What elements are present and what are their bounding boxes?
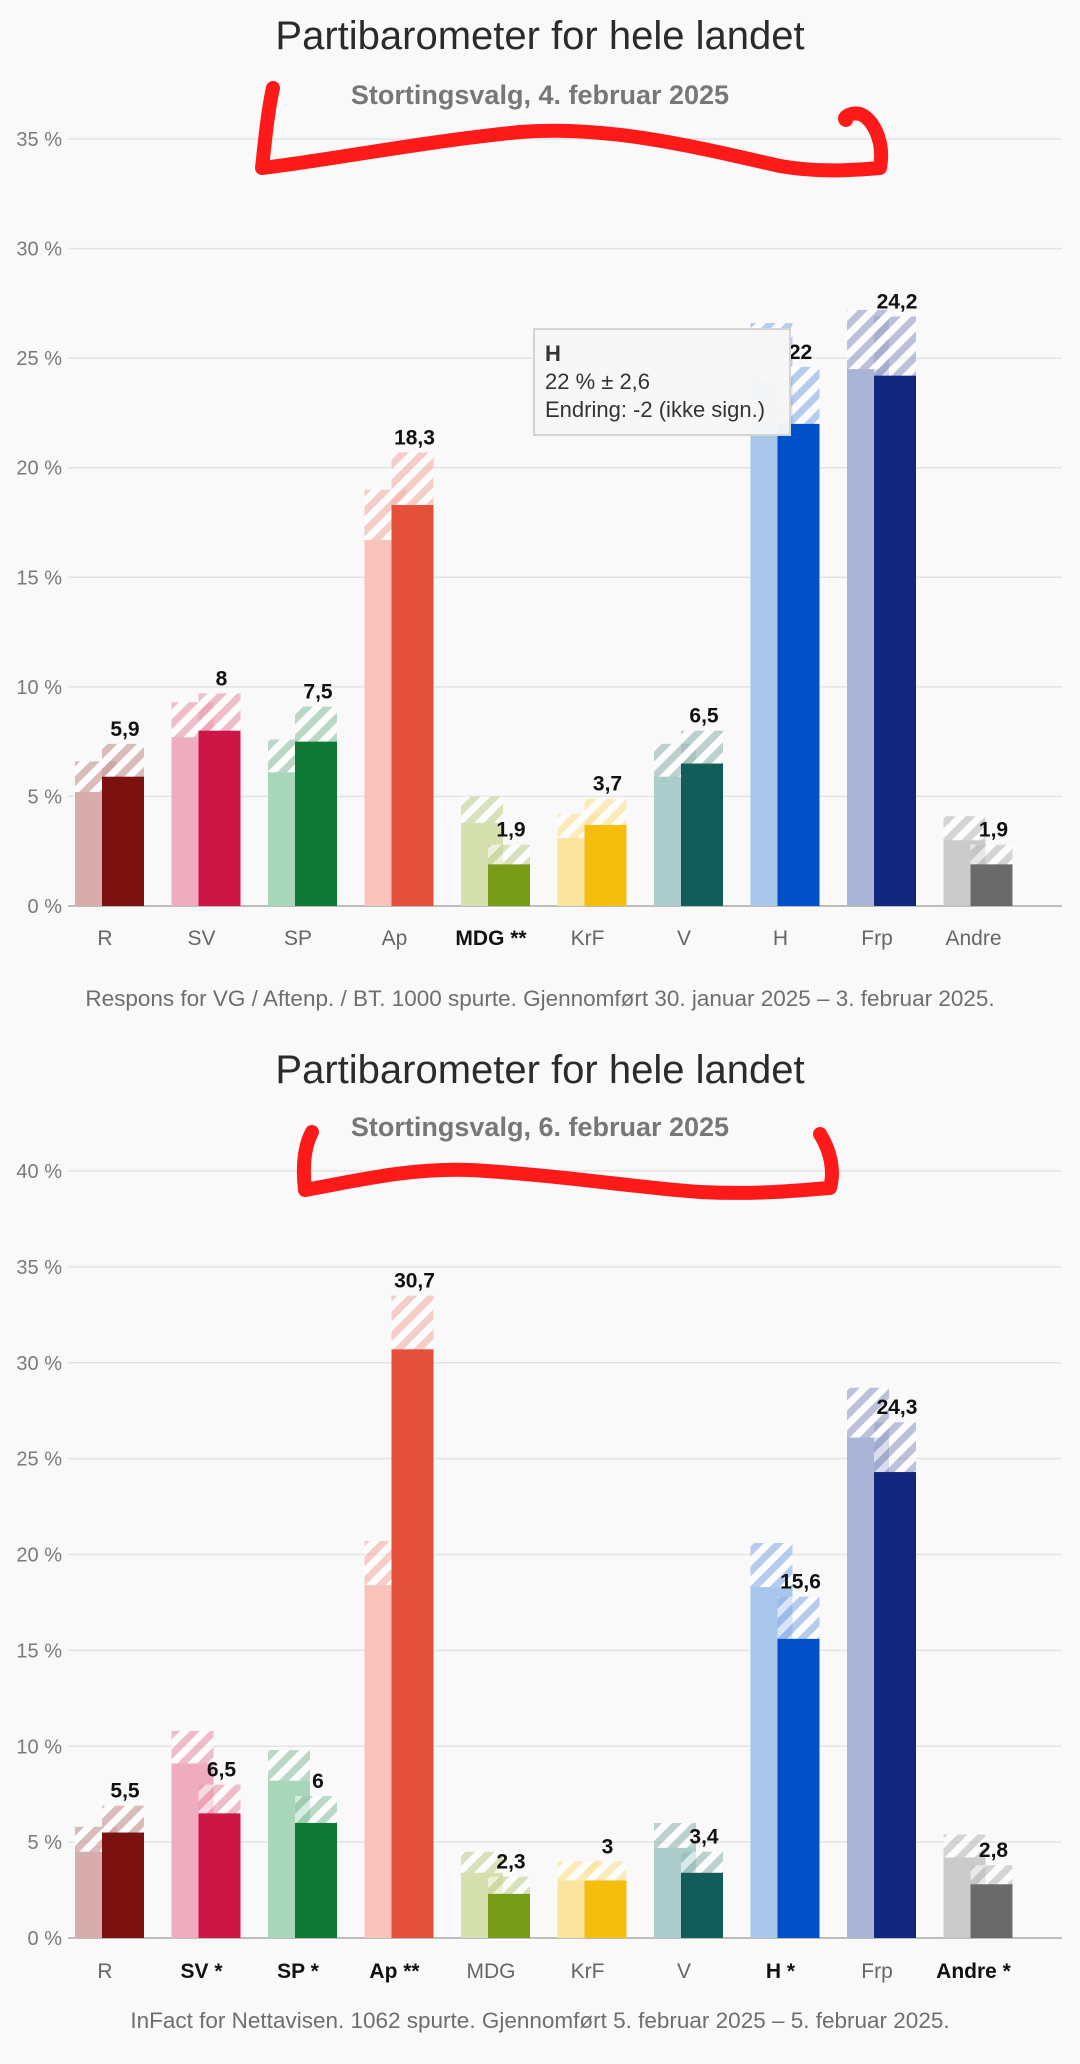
bar-current[interactable]	[584, 824, 627, 906]
y-tick-label: 30 %	[16, 1353, 62, 1375]
bar-current[interactable]	[198, 730, 241, 906]
y-tick-label: 20 %	[16, 1545, 62, 1567]
bar-current[interactable]	[777, 423, 820, 906]
y-tick-label: 40 %	[16, 1161, 62, 1183]
value-label: 5,9	[110, 718, 139, 741]
y-tick-label: 25 %	[16, 1449, 62, 1471]
bar-current[interactable]	[874, 1472, 916, 1938]
bar-current[interactable]	[970, 1884, 1013, 1938]
y-tick-label: 15 %	[16, 1640, 62, 1662]
bar-current[interactable]	[970, 864, 1013, 906]
bar-current[interactable]	[198, 1813, 241, 1938]
y-tick-label: 20 %	[16, 458, 62, 480]
bar-chart-plot: 0 % 5 % 10 % 15 % 20 % 25 % 30 % 35 % 5,9 R 8 SV 7,5…	[16, 129, 1062, 950]
y-tick-label: 0 %	[28, 896, 63, 918]
category-label: H *	[766, 1960, 796, 1983]
category-label: H	[773, 927, 788, 950]
value-label: 2,8	[979, 1839, 1009, 1862]
value-label: 6,5	[689, 705, 719, 728]
value-label: 15,6	[780, 1571, 821, 1594]
y-tick-label: 30 %	[16, 239, 62, 261]
tooltip-title: H	[545, 341, 561, 366]
chart-title: Partibarometer for hele landet	[275, 1048, 805, 1092]
bar-current[interactable]	[681, 1872, 723, 1938]
value-label: 3,7	[593, 773, 622, 796]
value-label: 30,7	[394, 1270, 435, 1293]
y-tick-label: 15 %	[16, 567, 62, 589]
tooltip-h: H 22 % ± 2,6 Endring: -2 (ikke sign.)	[533, 328, 791, 436]
value-label: 6,5	[207, 1759, 237, 1782]
bar-current[interactable]	[777, 1638, 820, 1938]
value-label: 2,3	[496, 1851, 525, 1874]
chart-respons-vg: Partibarometer for hele landet Stortings…	[0, 0, 1080, 1030]
y-tick-label: 10 %	[16, 1736, 62, 1758]
bar-current[interactable]	[295, 1822, 337, 1938]
category-label: KrF	[571, 927, 605, 950]
bar-current[interactable]	[391, 1349, 434, 1938]
y-tick-label: 35 %	[16, 129, 62, 151]
y-tick-label: 0 %	[28, 1928, 63, 1950]
category-label: MDG **	[455, 927, 527, 950]
category-label: Frp	[861, 927, 893, 950]
y-tick-label: 25 %	[16, 348, 62, 370]
category-label: SP	[284, 927, 312, 950]
category-label: V	[677, 927, 691, 950]
y-tick-label: 5 %	[28, 1832, 63, 1854]
category-label: KrF	[571, 1960, 605, 1983]
category-label: SV	[187, 927, 215, 950]
bar-current[interactable]	[584, 1880, 627, 1938]
category-label: SV *	[180, 1960, 223, 1983]
category-label: MDG	[467, 1960, 516, 1983]
category-label: R	[97, 1960, 112, 1983]
value-label: 24,3	[877, 1396, 918, 1419]
bar-current[interactable]	[102, 1832, 144, 1938]
value-label: 1,9	[979, 819, 1008, 842]
value-label: 1,9	[496, 819, 525, 842]
bar-current[interactable]	[874, 375, 916, 906]
bar-current[interactable]	[488, 1893, 530, 1938]
value-label: 8	[216, 667, 228, 690]
value-label: 3,4	[689, 1826, 719, 1849]
bar-current[interactable]	[391, 504, 434, 906]
bar-current[interactable]	[681, 763, 723, 906]
category-label: R	[97, 927, 112, 950]
value-label: 3	[602, 1835, 614, 1858]
tooltip-value: 22 % ± 2,6	[545, 369, 651, 394]
value-label: 7,5	[303, 681, 333, 704]
tooltip-change: Endring: -2 (ikke sign.)	[545, 397, 766, 422]
value-label: 18,3	[394, 426, 435, 449]
value-label: 24,2	[877, 291, 918, 314]
category-label: Andre	[945, 927, 1001, 950]
bar-current[interactable]	[488, 864, 530, 906]
chart-source: Respons for VG / Aftenp. / BT. 1000 spur…	[85, 986, 995, 1011]
bar-current[interactable]	[102, 776, 144, 906]
category-label: SP *	[277, 1960, 319, 1983]
chart-source: InFact for Nettavisen. 1062 spurte. Gjen…	[130, 2008, 950, 2033]
value-label: 22	[789, 341, 812, 364]
bar-chart-plot: 0 % 5 % 10 % 15 % 20 % 25 % 30 % 35 % 40 % 5,5 R 6,…	[16, 1161, 1062, 1983]
category-label: Ap	[382, 927, 408, 950]
y-tick-label: 35 %	[16, 1257, 62, 1279]
category-label: Andre *	[936, 1960, 1012, 1983]
y-tick-label: 5 %	[28, 786, 63, 808]
y-tick-label: 10 %	[16, 677, 62, 699]
category-label: V	[677, 1960, 691, 1983]
chart-title: Partibarometer for hele landet	[275, 14, 805, 58]
bar-current[interactable]	[295, 741, 337, 906]
value-label: 6	[312, 1770, 324, 1793]
category-label: Frp	[861, 1960, 893, 1983]
value-label: 5,5	[110, 1780, 140, 1803]
category-label: Ap **	[369, 1960, 420, 1983]
chart-infact-nettavisen: Partibarometer for hele landet Stortings…	[0, 1030, 1080, 2064]
